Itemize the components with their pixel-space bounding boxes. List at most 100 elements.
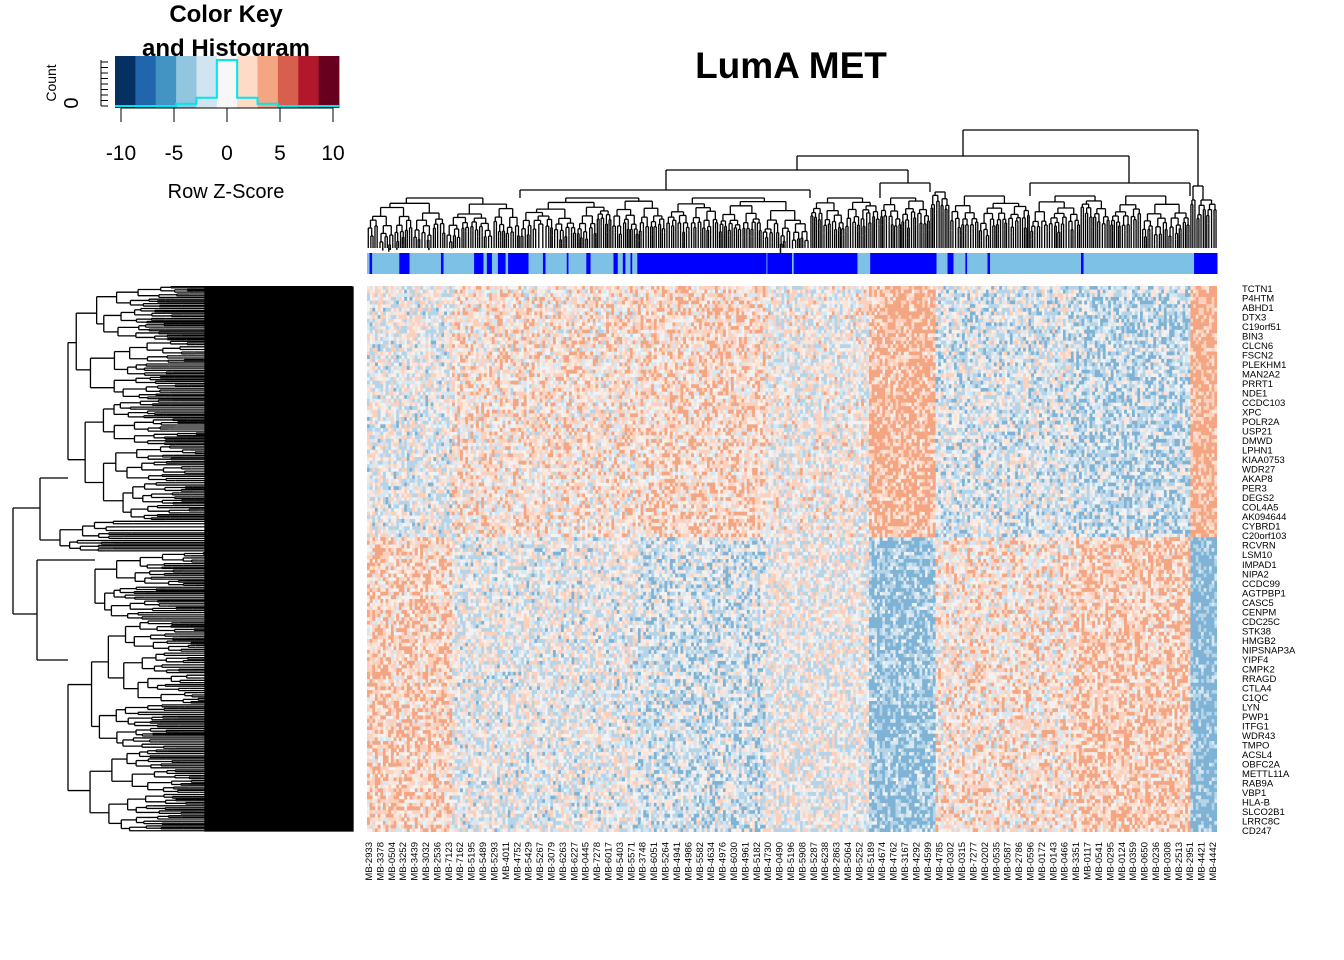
heatmap-cell <box>818 307 822 312</box>
heatmap-cell <box>972 307 976 312</box>
heatmap-cell <box>390 289 394 294</box>
heatmap-cell <box>555 304 559 309</box>
heatmap-cell <box>404 304 408 309</box>
heatmap-cell <box>826 286 830 290</box>
heatmap-cell <box>850 286 854 290</box>
heatmap-cell <box>486 286 490 290</box>
heatmap-cell <box>1012 300 1016 305</box>
heatmap-cell <box>1193 296 1197 301</box>
row-dendrogram-leaf-block <box>204 286 354 832</box>
heatmap-cell <box>972 289 976 294</box>
heatmap-cell <box>1054 307 1058 312</box>
heatmap-cell <box>712 286 716 290</box>
heatmap-cell <box>608 304 612 309</box>
heatmap-cell <box>470 289 474 294</box>
heatmap-cell <box>717 286 721 290</box>
heatmap-cell <box>1094 296 1098 301</box>
heatmap-cell <box>908 311 912 316</box>
heatmap-cell <box>396 296 400 301</box>
heatmap-cell <box>956 300 960 305</box>
heatmap-cell <box>722 286 726 290</box>
heatmap-cell <box>534 304 538 309</box>
heatmap-cell <box>491 307 495 312</box>
heatmap-cell <box>1150 304 1154 309</box>
heatmap-cell <box>765 307 769 312</box>
heatmap-cell <box>398 300 402 305</box>
heatmap-cell <box>898 304 902 309</box>
heatmap-cell <box>380 304 384 309</box>
heatmap-cell <box>606 296 610 301</box>
heatmap-cell <box>414 286 418 290</box>
heatmap-cell <box>717 300 721 305</box>
heatmap-cell <box>895 289 899 294</box>
heatmap-cell <box>794 304 798 309</box>
heatmap-cell <box>473 289 477 294</box>
heatmap-cell <box>1047 311 1050 316</box>
heatmap-cell <box>406 304 410 309</box>
heatmap-cell <box>1052 286 1056 290</box>
heatmap-cell <box>956 307 960 312</box>
heatmap-cell <box>483 304 487 309</box>
heatmap-cell <box>733 289 737 294</box>
heatmap-cell <box>465 300 469 305</box>
heatmap-cell <box>382 286 386 290</box>
color-key-y-label: Count <box>43 64 59 101</box>
heatmap-cell <box>722 293 726 298</box>
heatmap-cell <box>438 307 442 312</box>
heatmap-cell <box>374 311 378 316</box>
heatmap-cell <box>1163 300 1167 305</box>
heatmap-cell <box>680 286 684 290</box>
heatmap-cell <box>502 307 506 312</box>
heatmap-cell <box>977 304 981 309</box>
heatmap-cell <box>1190 289 1194 294</box>
heatmap-cell <box>374 286 378 290</box>
heatmap-cell <box>1062 311 1066 316</box>
heatmap-cell <box>1057 293 1061 298</box>
heatmap-cell <box>744 311 748 316</box>
heatmap-cell <box>1039 296 1042 301</box>
heatmap-cell <box>821 296 825 301</box>
heatmap-cell <box>991 286 995 290</box>
heatmap-cell <box>651 296 655 301</box>
heatmap-cell <box>1017 311 1021 316</box>
heatmap-cell <box>792 289 795 294</box>
heatmap-cell <box>388 296 392 301</box>
heatmap-cell <box>797 300 801 305</box>
heatmap-cell <box>584 289 588 294</box>
heatmap-cell <box>1211 293 1215 298</box>
heatmap-cell <box>1054 296 1058 301</box>
heatmap-cell <box>954 289 957 294</box>
heatmap-cell <box>632 293 636 298</box>
heatmap-cell <box>507 304 511 309</box>
heatmap-cell <box>1057 307 1061 312</box>
heatmap-cell <box>656 307 660 312</box>
heatmap-cell <box>924 300 928 305</box>
heatmap-cell <box>574 296 578 301</box>
heatmap-cell <box>1129 304 1133 309</box>
annotation-block-group_b <box>586 253 592 274</box>
heatmap-cell <box>515 289 519 294</box>
heatmap-cell <box>367 289 370 294</box>
heatmap-cell <box>983 307 987 312</box>
heatmap-cell <box>576 311 580 316</box>
heatmap-cell <box>587 300 591 305</box>
heatmap-cell <box>428 296 432 301</box>
heatmap-cell <box>441 311 445 316</box>
heatmap-cell <box>842 286 846 290</box>
heatmap-cell <box>853 289 857 294</box>
heatmap-cell <box>571 286 575 290</box>
heatmap-cell <box>547 289 551 294</box>
heatmap-cell <box>1203 304 1207 309</box>
heatmap-cell <box>422 293 426 298</box>
heatmap-cell <box>906 286 910 290</box>
heatmap-cell <box>550 296 554 301</box>
heatmap-cell <box>1100 307 1104 312</box>
heatmap-cell <box>1124 300 1127 305</box>
heatmap-cell <box>685 300 689 305</box>
heatmap-cell <box>393 304 397 309</box>
heatmap-cell <box>717 311 721 316</box>
heatmap-cell <box>1017 286 1021 290</box>
heatmap-cell <box>1028 286 1032 290</box>
heatmap-cell <box>975 286 979 290</box>
heatmap-cell <box>1078 293 1082 298</box>
